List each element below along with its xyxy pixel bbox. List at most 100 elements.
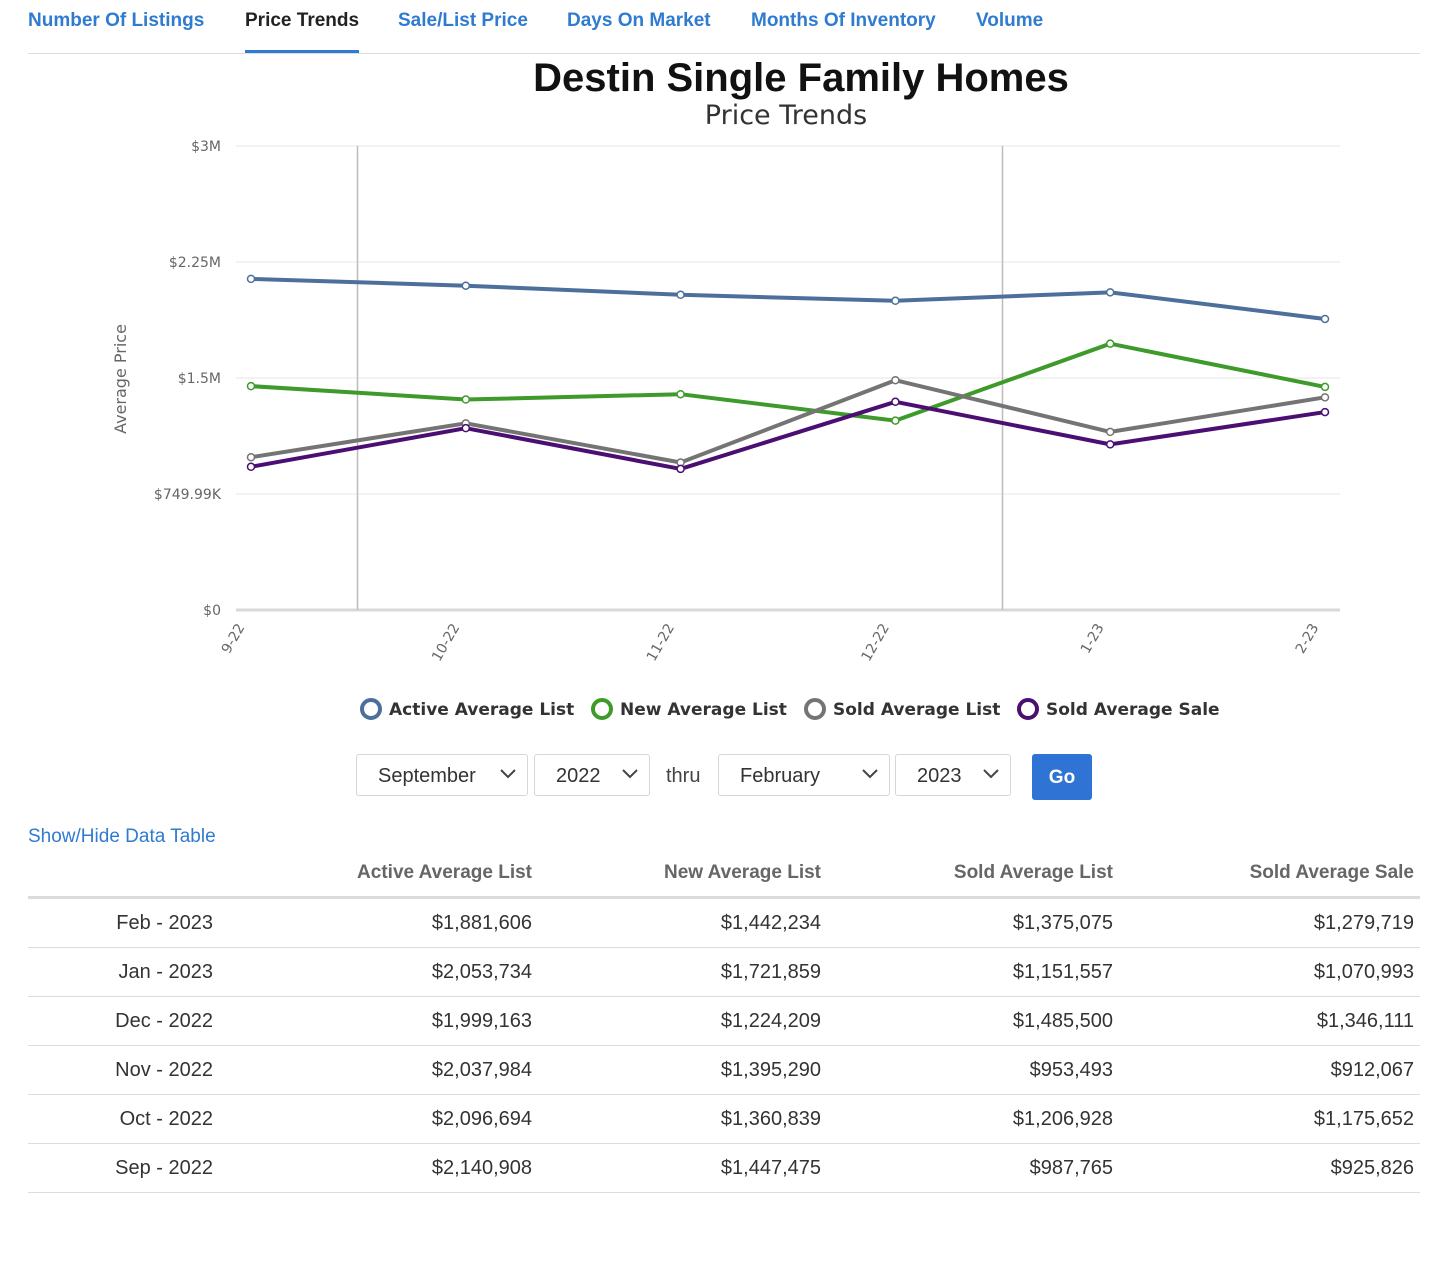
table-cell: $2,053,734: [213, 947, 532, 997]
table-cell: $1,447,475: [532, 1143, 821, 1193]
to-year-select[interactable]: 2023: [895, 754, 1011, 796]
data-point[interactable]: [1105, 288, 1115, 297]
table-cell-period: Jan - 2023: [28, 947, 213, 997]
table-row: Oct - 2022 $2,096,694 $1,360,839 $1,206,…: [28, 1094, 1420, 1144]
go-button[interactable]: Go: [1032, 754, 1092, 800]
data-point[interactable]: [676, 389, 685, 399]
x-tick-label: 11-22: [644, 621, 678, 664]
chevron-down-icon: [862, 769, 878, 779]
table-row: Feb - 2023 $1,881,606 $1,442,234 $1,375,…: [28, 897, 1420, 948]
table-cell: $1,346,111: [1113, 996, 1420, 1046]
table-cell: $2,037,984: [213, 1045, 532, 1095]
table-header-active-average-list: Active Average List: [213, 850, 532, 899]
data-point[interactable]: [891, 375, 900, 385]
tab-price-trends[interactable]: Price Trends: [245, 10, 360, 31]
y-axis-ticks: $0 $749.99K $1.5M $2.25M $3M: [154, 139, 222, 619]
table-cell-period: Dec - 2022: [28, 996, 213, 1046]
show-hide-data-table-link[interactable]: Show/Hide Data Table: [28, 826, 216, 847]
table-cell: $1,279,719: [1113, 897, 1420, 948]
table-cell: $1,721,859: [532, 947, 821, 997]
table-cell: $1,375,075: [821, 897, 1113, 948]
data-point[interactable]: [1320, 407, 1330, 417]
data-point[interactable]: [1105, 339, 1115, 348]
grid-lines: [236, 145, 1340, 612]
legend-label: Sold Average List: [833, 700, 1000, 720]
data-point[interactable]: [1105, 440, 1115, 449]
legend-item[interactable]: New Average List: [591, 698, 787, 720]
tab-volume[interactable]: Volume: [976, 10, 1044, 31]
price-trends-data-table: Active Average List New Average List Sol…: [28, 850, 1420, 1193]
table-cell: $2,096,694: [213, 1094, 532, 1144]
legend-label: Sold Average Sale: [1046, 700, 1220, 720]
to-year-value: 2023: [917, 765, 962, 787]
table-cell: $1,395,290: [532, 1045, 821, 1095]
series-sold-average-sale: [246, 397, 1330, 474]
table-cell: $1,151,557: [821, 947, 1113, 997]
table-row: Nov - 2022 $2,037,984 $1,395,290 $953,49…: [28, 1045, 1420, 1095]
y-tick-label: $1.5M: [178, 371, 221, 387]
table-cell: $1,485,500: [821, 996, 1113, 1046]
series-line: [250, 341, 1326, 423]
chart-subtitle: Price Trends: [705, 100, 867, 131]
x-tick-label: 2-23: [1293, 621, 1323, 657]
chevron-down-icon: [500, 769, 516, 779]
to-month-select[interactable]: February: [718, 754, 890, 796]
series-sold-average-list: [246, 375, 1330, 467]
legend-item[interactable]: Sold Average Sale: [1017, 698, 1220, 720]
thru-label: thru: [666, 765, 701, 787]
legend-marker: [360, 698, 382, 720]
data-point[interactable]: [461, 281, 471, 290]
to-month-value: February: [740, 765, 821, 787]
y-tick-label: $3M: [191, 139, 221, 155]
table-cell: $925,826: [1113, 1143, 1420, 1193]
data-point[interactable]: [891, 397, 900, 407]
legend-marker: [804, 698, 826, 720]
chart-legend: Active Average List New Average List Sold …: [360, 698, 1220, 720]
data-point[interactable]: [1320, 382, 1330, 392]
chevron-down-icon: [622, 769, 638, 779]
data-point[interactable]: [676, 290, 685, 300]
y-tick-label: $749.99K: [154, 487, 222, 503]
table-cell-period: Feb - 2023: [28, 897, 213, 948]
table-cell: $1,999,163: [213, 996, 532, 1046]
table-cell: $1,442,234: [532, 897, 821, 948]
data-point[interactable]: [246, 274, 256, 284]
table-cell: $912,067: [1113, 1045, 1420, 1095]
legend-label: New Average List: [620, 700, 787, 720]
from-month-select[interactable]: September: [356, 754, 528, 796]
data-point[interactable]: [676, 464, 685, 474]
table-cell: $1,070,993: [1113, 947, 1420, 997]
data-point[interactable]: [246, 452, 256, 462]
table-header-sold-average-list: Sold Average List: [821, 850, 1113, 899]
data-point[interactable]: [891, 416, 900, 425]
series-line: [250, 378, 1326, 465]
tab-sale-list-price[interactable]: Sale/List Price: [398, 10, 528, 31]
table-header-period: [28, 850, 213, 899]
legend-item[interactable]: Active Average List: [360, 698, 574, 720]
data-point[interactable]: [1320, 314, 1330, 324]
from-year-select[interactable]: 2022: [534, 754, 650, 796]
x-tick-label: 10-22: [429, 621, 463, 664]
table-header-sold-average-sale: Sold Average Sale: [1113, 850, 1420, 899]
chart-title: Destin Single Family Homes: [533, 56, 1069, 100]
table-cell: $1,881,606: [213, 897, 532, 948]
data-point[interactable]: [461, 423, 471, 433]
data-point[interactable]: [461, 395, 471, 404]
data-point[interactable]: [246, 381, 256, 391]
tab-number-of-listings[interactable]: Number Of Listings: [28, 10, 205, 31]
y-tick-label: $0: [203, 603, 221, 619]
data-point[interactable]: [1105, 427, 1115, 437]
data-point[interactable]: [891, 296, 900, 306]
table-cell-period: Nov - 2022: [28, 1045, 213, 1095]
table-cell: $1,206,928: [821, 1094, 1113, 1144]
table-header-new-average-list: New Average List: [532, 850, 821, 899]
table-row: Sep - 2022 $2,140,908 $1,447,475 $987,76…: [28, 1143, 1420, 1193]
data-point[interactable]: [1320, 393, 1330, 402]
table-cell-period: Sep - 2022: [28, 1143, 213, 1193]
legend-item[interactable]: Sold Average List: [804, 698, 1000, 720]
tab-days-on-market[interactable]: Days On Market: [567, 10, 711, 31]
tab-months-of-inventory[interactable]: Months Of Inventory: [751, 10, 936, 31]
data-point[interactable]: [246, 462, 256, 472]
from-month-value: September: [378, 765, 476, 787]
table-header-row: Active Average List New Average List Sol…: [28, 850, 1420, 899]
